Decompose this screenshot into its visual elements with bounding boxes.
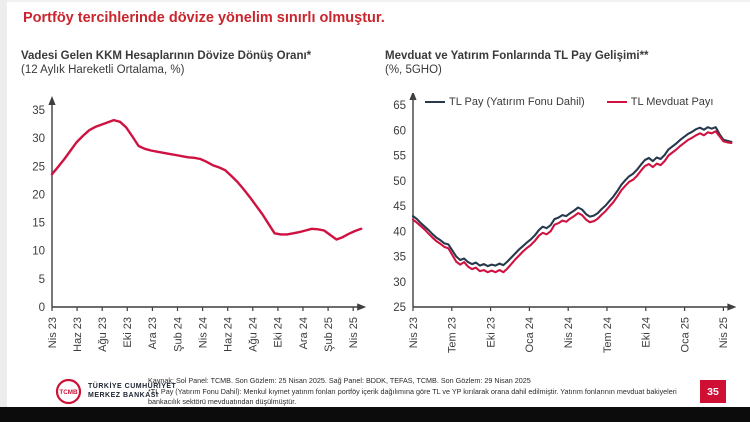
- y-tick-label: 15: [32, 218, 45, 230]
- x-tick-label: Şub 25: [323, 317, 335, 352]
- y-tick-label: 60: [393, 125, 406, 137]
- footer-footnote: *TL Pay (Yatırım Fonu Dahil): Menkul kıy…: [148, 387, 677, 407]
- x-tick-label: Ara 23: [147, 317, 159, 349]
- tcmb-logo-emblem: TCMB: [55, 378, 82, 405]
- x-tick-label: Ağu 23: [97, 317, 109, 352]
- y-axis-arrow: [48, 96, 56, 105]
- y-tick-label: 25: [393, 302, 406, 314]
- y-tick-label: 20: [32, 189, 45, 201]
- y-tick-label: 65: [393, 100, 406, 112]
- right-chart-legend: TL Pay (Yatırım Fonu Dahil) TL Mevduat P…: [425, 96, 713, 108]
- x-tick-label: Oca 24: [524, 317, 536, 352]
- legend-item-tl-pay: TL Pay (Yatırım Fonu Dahil): [425, 96, 585, 108]
- x-tick-label: Nis 24: [563, 317, 575, 348]
- legend-label: TL Pay (Yatırım Fonu Dahil): [449, 96, 585, 108]
- x-tick-label: Tem 23: [447, 317, 459, 353]
- slide-title: Portföy tercihlerinde dövize yönelim sın…: [23, 10, 385, 26]
- x-axis-arrow: [727, 303, 737, 311]
- x-tick-label: Oca 25: [679, 317, 691, 352]
- series-line-1: [411, 130, 733, 274]
- y-axis-arrow: [409, 93, 417, 100]
- y-tick-label: 40: [393, 226, 406, 238]
- bottom-black-bar: [0, 407, 750, 422]
- legend-line-swatch-red: [606, 100, 627, 104]
- page-number-badge: 35: [700, 380, 726, 403]
- x-tick-label: Tem 24: [602, 317, 614, 353]
- x-tick-label: Haz 24: [223, 317, 235, 352]
- y-tick-label: 50: [393, 176, 406, 188]
- y-tick-label: 45: [393, 201, 406, 213]
- y-tick-label: 10: [32, 246, 45, 258]
- footer-source-line: Kaynak: Sol Panel: TCMB. Son Gözlem: 25 …: [148, 376, 531, 385]
- logo-org-line2: MERKEZ BANKASI: [88, 391, 159, 399]
- y-tick-label: 55: [393, 151, 406, 163]
- series-line-0: [50, 118, 363, 241]
- tcmb-logo-monogram: TCMB: [59, 389, 78, 396]
- left-line-chart: 0 5 10 15 20 25 30 35 Nis 23 Haz 23 Ağu 23 Eki 23 Ar…: [32, 96, 367, 352]
- right-chart-title: Mevduat ve Yatırım Fonlarında TL Pay Gel…: [385, 50, 649, 62]
- series-line-0: [411, 126, 733, 268]
- legend-line-swatch-navy: [425, 100, 445, 104]
- x-tick-label: Ara 24: [298, 317, 310, 349]
- tcmb-logo: TCMB TÜRKİYE CUMHURİYET MERKEZ BANKASI: [55, 378, 176, 405]
- x-tick-label: Eki 23: [122, 317, 134, 348]
- x-tick-label: Nis 23: [408, 317, 420, 348]
- legend-label: TL Mevduat Payı: [630, 96, 714, 108]
- slide-left-edge: [0, 0, 7, 422]
- x-tick-label: Eki 24: [641, 317, 653, 348]
- left-chart-subtitle: (12 Aylık Hareketli Ortalama, %): [21, 64, 185, 76]
- right-line-chart: 25 30 35 40 45 50 55 60 65 Nis 23 Tem 23 Eki 23 Oca …: [393, 93, 737, 353]
- tcmb-logo-text: TÜRKİYE CUMHURİYET MERKEZ BANKASI: [88, 383, 176, 401]
- x-tick-label: Nis 25: [348, 317, 360, 348]
- left-chart-title: Vadesi Gelen KKM Hesaplarının Dövize Dön…: [21, 50, 312, 62]
- logo-org-line1: TÜRKİYE CUMHURİYET: [88, 382, 177, 390]
- legend-item-tl-mevduat: TL Mevduat Payı: [606, 96, 714, 108]
- x-tick-label: Ağu 24: [248, 317, 260, 352]
- y-tick-label: 35: [393, 252, 406, 264]
- y-tick-label: 30: [393, 277, 406, 289]
- y-tick-label: 25: [32, 161, 45, 173]
- x-axis-arrow: [357, 303, 367, 311]
- right-chart-subtitle: (%, 5GHO): [385, 64, 442, 76]
- y-tick-label: 30: [32, 133, 45, 145]
- x-tick-label: Eki 24: [273, 317, 285, 348]
- x-tick-label: Şub 24: [172, 317, 184, 352]
- slide-top-edge: [7, 0, 750, 2]
- y-tick-label: 35: [32, 105, 45, 117]
- y-tick-label: 0: [39, 302, 45, 314]
- x-tick-label: Nis 23: [47, 317, 59, 348]
- y-tick-label: 5: [39, 274, 45, 286]
- x-tick-label: Nis 24: [197, 317, 209, 348]
- x-tick-label: Haz 23: [72, 317, 84, 352]
- x-tick-label: Nis 25: [718, 317, 730, 348]
- x-tick-label: Eki 23: [485, 317, 497, 348]
